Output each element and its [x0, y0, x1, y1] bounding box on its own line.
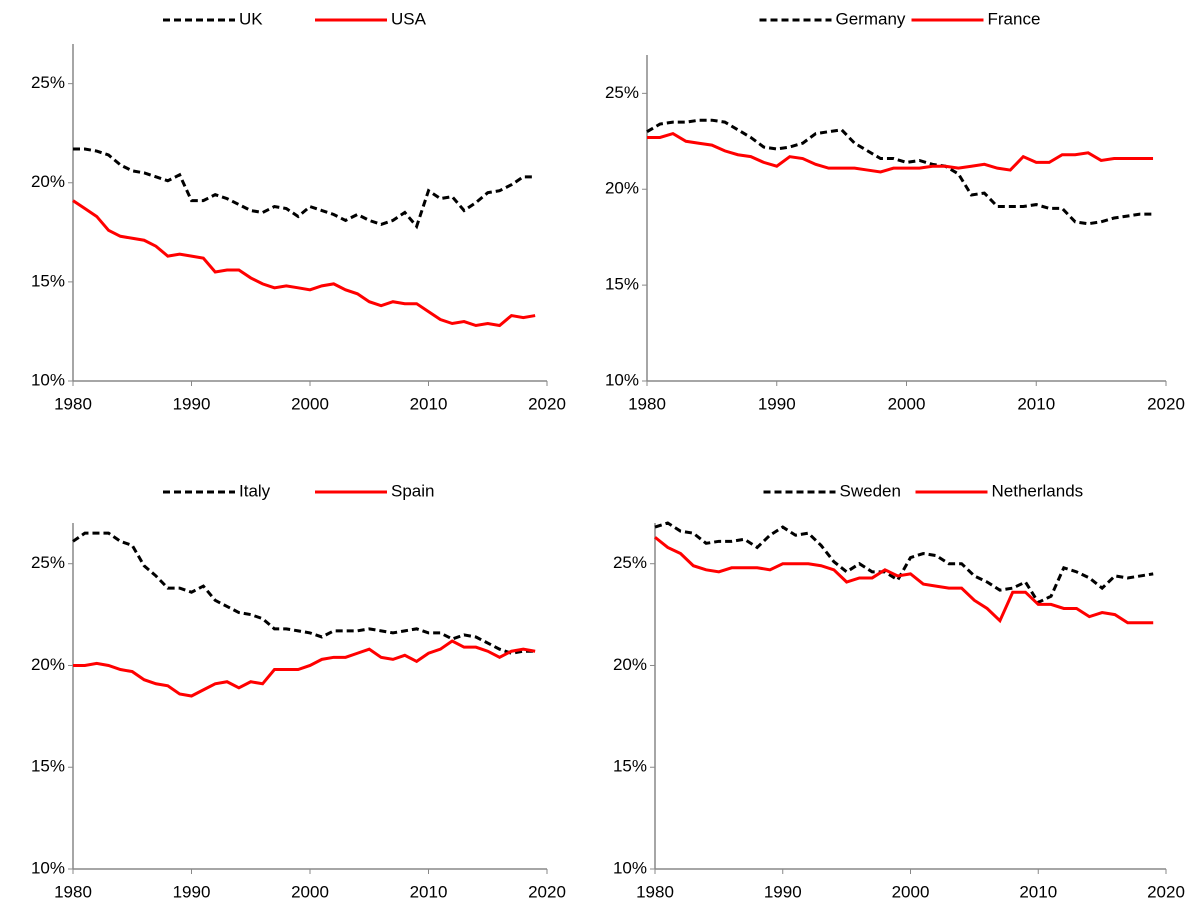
x-tick-label: 2000 — [892, 882, 930, 901]
x-tick-label: 2020 — [528, 882, 566, 901]
y-tick-label: 10% — [31, 370, 65, 389]
x-tick-label: 2000 — [291, 394, 329, 413]
x-tick-label: 1990 — [173, 882, 211, 901]
x-tick-label: 2010 — [1017, 394, 1055, 413]
series-line — [654, 521, 1154, 605]
legend-label: Sweden — [840, 481, 901, 500]
x-tick-label: 1990 — [758, 394, 796, 413]
x-tick-label: 1990 — [764, 882, 802, 901]
y-tick-label: 20% — [605, 179, 639, 198]
legend-label: France — [988, 9, 1041, 28]
y-tick-label: 20% — [31, 172, 65, 191]
legend-label: Germany — [836, 9, 906, 28]
series-line — [647, 131, 1154, 174]
x-tick-label: 2010 — [410, 394, 448, 413]
x-tick-label: 2010 — [410, 882, 448, 901]
legend-label: Netherlands — [992, 481, 1084, 500]
x-tick-label: 2020 — [1147, 394, 1185, 413]
x-tick-label: 2000 — [888, 394, 926, 413]
y-tick-label: 15% — [31, 757, 65, 776]
legend-label: USA — [391, 9, 427, 28]
y-tick-label: 25% — [605, 83, 639, 102]
y-tick-label: 15% — [605, 275, 639, 294]
series-line — [73, 639, 536, 698]
series-line — [654, 536, 1154, 625]
series-line — [646, 118, 1154, 226]
y-tick-label: 25% — [31, 73, 65, 92]
x-tick-label: 1980 — [54, 394, 92, 413]
legend-label: UK — [239, 9, 263, 28]
series-line — [72, 531, 536, 655]
y-tick-label: 10% — [613, 858, 647, 877]
y-tick-label: 15% — [613, 757, 647, 776]
legend-label: Spain — [391, 481, 434, 500]
y-tick-label: 10% — [31, 858, 65, 877]
series-line — [72, 199, 536, 328]
x-tick-label: 2000 — [291, 882, 329, 901]
x-tick-label: 1980 — [54, 882, 92, 901]
y-tick-label: 15% — [31, 271, 65, 290]
x-tick-label: 1980 — [636, 882, 674, 901]
legend-label: Italy — [239, 481, 271, 500]
x-tick-label: 2020 — [528, 394, 566, 413]
x-tick-label: 1990 — [173, 394, 211, 413]
y-tick-label: 20% — [31, 655, 65, 674]
x-tick-label: 1980 — [628, 394, 666, 413]
y-tick-label: 10% — [605, 370, 639, 389]
y-tick-label: 20% — [613, 655, 647, 674]
series-line — [73, 147, 536, 230]
x-tick-label: 2020 — [1147, 882, 1185, 901]
x-tick-label: 2010 — [1019, 882, 1057, 901]
y-tick-label: 25% — [613, 553, 647, 572]
y-tick-label: 25% — [31, 553, 65, 572]
